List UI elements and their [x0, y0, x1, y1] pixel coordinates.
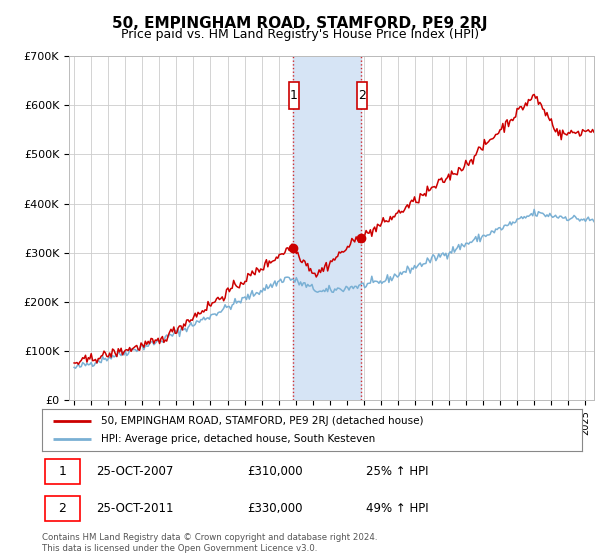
FancyBboxPatch shape — [45, 496, 80, 521]
Text: 50, EMPINGHAM ROAD, STAMFORD, PE9 2RJ (detached house): 50, EMPINGHAM ROAD, STAMFORD, PE9 2RJ (d… — [101, 416, 424, 426]
Text: Contains HM Land Registry data © Crown copyright and database right 2024.
This d: Contains HM Land Registry data © Crown c… — [42, 533, 377, 553]
FancyBboxPatch shape — [289, 82, 299, 109]
Text: 1: 1 — [59, 465, 67, 478]
Text: 50, EMPINGHAM ROAD, STAMFORD, PE9 2RJ: 50, EMPINGHAM ROAD, STAMFORD, PE9 2RJ — [112, 16, 488, 31]
Text: 25% ↑ HPI: 25% ↑ HPI — [366, 465, 428, 478]
Text: HPI: Average price, detached house, South Kesteven: HPI: Average price, detached house, Sout… — [101, 434, 376, 444]
Text: 49% ↑ HPI: 49% ↑ HPI — [366, 502, 428, 515]
FancyBboxPatch shape — [357, 82, 367, 109]
FancyBboxPatch shape — [45, 459, 80, 484]
Text: 2: 2 — [358, 89, 366, 102]
Text: Price paid vs. HM Land Registry's House Price Index (HPI): Price paid vs. HM Land Registry's House … — [121, 28, 479, 41]
Text: 2: 2 — [59, 502, 67, 515]
Text: 1: 1 — [290, 89, 298, 102]
Text: 25-OCT-2007: 25-OCT-2007 — [96, 465, 173, 478]
Bar — [293, 56, 361, 400]
Text: £330,000: £330,000 — [247, 502, 303, 515]
Text: £310,000: £310,000 — [247, 465, 303, 478]
Text: 25-OCT-2011: 25-OCT-2011 — [96, 502, 173, 515]
